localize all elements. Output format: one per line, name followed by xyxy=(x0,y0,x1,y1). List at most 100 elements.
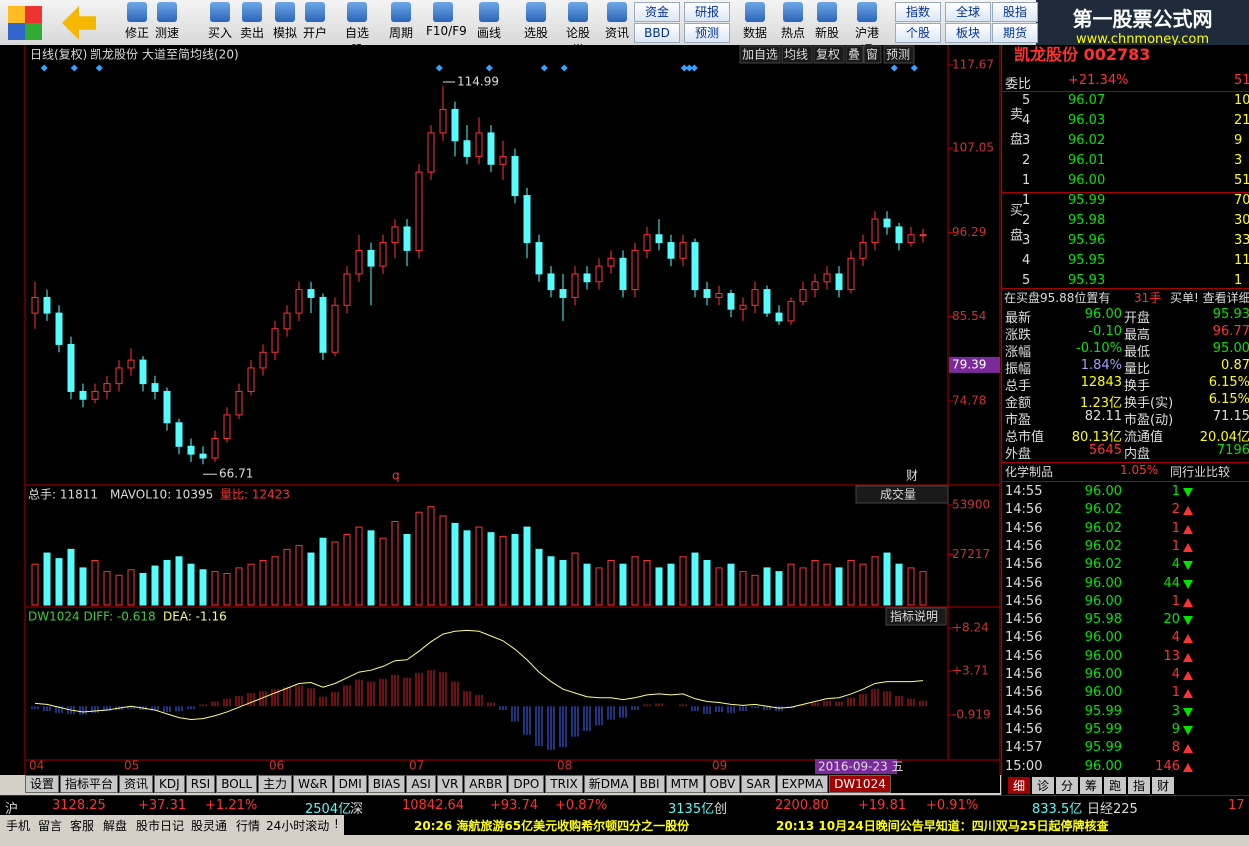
toolbar-button[interactable]: 热点 xyxy=(776,2,810,41)
toolbar-button[interactable]: 资讯 xyxy=(600,2,634,41)
chart-button[interactable]: 均线 xyxy=(784,48,808,62)
chart-button[interactable]: 加自选 xyxy=(742,48,778,62)
candle-body xyxy=(115,367,123,385)
indicator-tab[interactable]: W&R xyxy=(293,775,333,793)
indicator-tab[interactable]: BIAS xyxy=(367,775,406,793)
back-button[interactable] xyxy=(62,6,96,40)
toolbar-small-button[interactable]: 股指 xyxy=(992,2,1038,22)
status-item[interactable]: 行情 xyxy=(236,819,261,833)
low-label: 66.71 xyxy=(219,467,253,481)
quote-text: 总市值 xyxy=(1005,430,1045,445)
indicator-tab[interactable]: DPO xyxy=(508,775,545,793)
chart-button-bg[interactable] xyxy=(781,45,813,64)
status-item[interactable]: 客服 xyxy=(70,819,95,833)
volume-bar xyxy=(439,515,447,606)
status-item[interactable]: 股灵通 xyxy=(191,819,228,833)
toolbar-small-button[interactable]: 板块 xyxy=(945,23,991,43)
panel-tab[interactable]: 分 xyxy=(1056,777,1079,794)
panel-tab[interactable]: 跑 xyxy=(1104,777,1127,794)
indicator-tab[interactable]: VR xyxy=(436,775,464,793)
chart-button[interactable]: 复权 xyxy=(816,48,840,62)
indicator-tab[interactable]: RSI xyxy=(185,775,216,793)
indicator-tab[interactable]: 设置 xyxy=(25,775,60,793)
indicator-tab[interactable]: MTM xyxy=(665,775,704,793)
toolbar-button[interactable]: 模拟 xyxy=(268,2,302,41)
toolbar-button[interactable]: 数据 xyxy=(738,2,772,41)
news[interactable]: 20:13 10月24日晚间公告早知道：四川双马25日起停牌核查 xyxy=(776,819,1109,833)
indicator-tab[interactable]: OBV xyxy=(704,775,741,793)
chart-button-bg[interactable] xyxy=(813,45,845,64)
watermark-url: www.chnmoney.com xyxy=(1075,32,1210,47)
indicator-tab[interactable]: BOLL xyxy=(216,775,258,793)
chart-button-bg[interactable] xyxy=(863,45,882,64)
macd-button[interactable]: 指标说明 xyxy=(890,609,938,624)
index-text: 2200.80 xyxy=(775,798,829,813)
volume-selector-bg[interactable] xyxy=(855,485,949,504)
toolbar-small-button[interactable]: 期货 xyxy=(992,23,1038,43)
indicator-tab[interactable]: BBI xyxy=(634,775,665,793)
panel-tab[interactable]: 筹 xyxy=(1080,777,1103,794)
toolbar-small-button[interactable]: BBD xyxy=(634,23,680,43)
candle-body xyxy=(883,218,891,228)
volume-bar xyxy=(403,534,411,606)
indicator-tab[interactable]: DMI xyxy=(333,775,367,793)
toolbar-button[interactable]: 周期 xyxy=(384,2,418,41)
chart-button[interactable]: 预测 xyxy=(886,48,910,62)
indicator-tab[interactable]: 主力 xyxy=(258,775,293,793)
index-bar: 沪 3128.25 +37.31 +1.21% 2504亿深 10842.64 +93.74… xyxy=(0,795,1249,817)
indicator-tab[interactable]: DW1024 xyxy=(829,775,891,793)
volume-selector[interactable]: 成交量 xyxy=(880,487,916,502)
indicator-tab[interactable]: 指标平台 xyxy=(60,775,119,793)
indicator-tab[interactable]: 资讯 xyxy=(119,775,154,793)
toolbar-button[interactable]: 卖出 xyxy=(235,2,269,41)
toolbar-button[interactable]: 开户 xyxy=(298,2,332,41)
volume-bar xyxy=(43,552,51,606)
quote-text: 96.07 xyxy=(1068,93,1106,108)
toolbar-button[interactable]: 测速 xyxy=(150,2,184,41)
toolbar-small-button[interactable]: 资金 xyxy=(634,2,680,22)
quote-text: 95.99 xyxy=(1084,740,1122,756)
toolbar-small-button[interactable]: 全球 xyxy=(945,2,991,22)
chart-button-bg[interactable] xyxy=(883,45,915,64)
status-item[interactable]: ! xyxy=(334,817,339,831)
toolbar-button[interactable]: 修正 xyxy=(120,2,154,41)
panel-tab[interactable]: 指 xyxy=(1128,777,1151,794)
chart-button[interactable]: 叠 xyxy=(848,48,860,62)
toolbar-small-button[interactable]: 研报 xyxy=(684,2,730,22)
indicator-tab[interactable]: SAR xyxy=(741,775,776,793)
chart-button[interactable]: 窗 xyxy=(866,48,878,62)
macd-button-bg[interactable] xyxy=(885,607,947,626)
divider xyxy=(1002,462,1249,463)
indicator-tab[interactable]: ASI xyxy=(406,775,436,793)
status-item[interactable]: 解盘 xyxy=(103,819,128,833)
toolbar-small-button[interactable]: 预测 xyxy=(684,23,730,43)
status-item[interactable]: 留言 xyxy=(38,819,63,833)
toolbar-button[interactable]: 选股 xyxy=(519,2,553,41)
toolbar-button[interactable]: 新股 xyxy=(810,2,844,41)
panel-tab[interactable]: 细 xyxy=(1008,777,1031,794)
indicator-tab[interactable]: TRIX xyxy=(545,775,583,793)
quote-text: 96.02 xyxy=(1068,133,1106,148)
chart-button-bg[interactable] xyxy=(845,45,864,64)
status-item[interactable]: 24小时滚动 xyxy=(266,819,330,833)
panel-tab[interactable]: 财 xyxy=(1152,777,1175,794)
indicator-tab[interactable]: 新DMA xyxy=(583,775,634,793)
indicator-tab[interactable]: ARBR xyxy=(464,775,508,793)
toolbar-button[interactable]: 画线 xyxy=(472,2,506,41)
toolbar-label: 资讯 xyxy=(604,26,629,40)
news[interactable]: 20:26 海航旅游65亿美元收购希尔顿四分之一股份 xyxy=(414,819,690,833)
quote-text: 5 xyxy=(1022,93,1031,108)
toolbar-small-button[interactable]: 个股 xyxy=(895,23,941,43)
toolbar-small-button[interactable]: 指数 xyxy=(895,2,941,22)
status-item[interactable]: 股市日记 xyxy=(136,819,185,833)
chart-button-bg[interactable] xyxy=(739,45,781,64)
candle-body xyxy=(655,234,663,244)
toolbar-button[interactable]: 买入 xyxy=(203,2,237,41)
chart-header: 日线(复权) xyxy=(30,48,87,62)
indicator-tab[interactable]: KDJ xyxy=(154,775,185,793)
toolbar-button[interactable]: F10/F9 xyxy=(426,2,467,38)
panel-tab[interactable]: 诊 xyxy=(1032,777,1055,794)
indicator-tab[interactable]: EXPMA xyxy=(776,775,829,793)
volume-bar xyxy=(619,563,627,606)
status-item[interactable]: 手机 xyxy=(6,819,31,833)
